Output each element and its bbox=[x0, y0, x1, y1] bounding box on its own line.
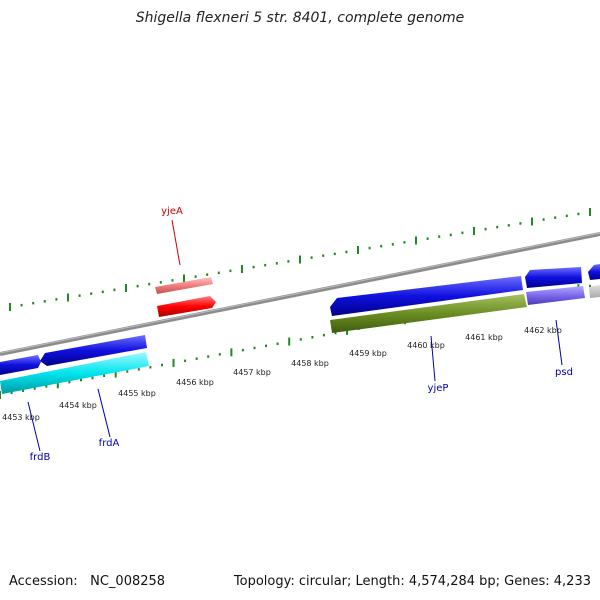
ruler-label: 4459 kbp bbox=[349, 349, 387, 358]
gene-right-edge-blue[interactable] bbox=[588, 264, 600, 280]
gene-label-frdA[interactable]: frdA bbox=[99, 438, 120, 449]
ruler-label: 4454 kbp bbox=[59, 401, 97, 410]
gene-frdA-cyan[interactable] bbox=[0, 352, 149, 394]
callout-psd bbox=[555, 319, 563, 366]
gene-frdB-arrow[interactable] bbox=[0, 355, 41, 375]
accession-label: Accession: bbox=[9, 574, 78, 589]
genome-backbone bbox=[0, 232, 600, 356]
upper-tick-track bbox=[9, 208, 591, 311]
genome-backbone-highlight bbox=[0, 232, 600, 354]
ruler-label: 4458 kbp bbox=[291, 359, 329, 368]
ruler-label: 4460 kbp bbox=[407, 341, 445, 350]
topology-info: Topology: circular; Length: 4,574,284 bp… bbox=[233, 574, 591, 589]
ruler-label: 4457 kbp bbox=[233, 368, 271, 377]
callout-yjeA bbox=[171, 219, 181, 266]
ruler-label: 4461 kbp bbox=[465, 333, 503, 342]
gene-yjeA-arrow[interactable] bbox=[157, 296, 216, 317]
genome-title: Shigella flexneri 5 str. 8401, complete … bbox=[135, 10, 465, 26]
ruler-label: 4456 kbp bbox=[176, 378, 214, 387]
gene-right-edge-grey[interactable] bbox=[589, 285, 600, 298]
ruler-label: 4453 kbp bbox=[2, 413, 40, 422]
gene-yjeP-olive[interactable] bbox=[330, 294, 527, 333]
gene-psd-purple[interactable] bbox=[526, 286, 585, 305]
accession-value: NC_008258 bbox=[90, 574, 166, 589]
gene-psd-blue-arrow[interactable] bbox=[525, 267, 582, 288]
gene-frdA-upper-arrow[interactable] bbox=[40, 335, 147, 366]
gene-yjeA-pink-segment[interactable] bbox=[155, 277, 213, 294]
callout-frdB bbox=[27, 401, 41, 452]
gene-label-yjeA[interactable]: yjeA bbox=[161, 206, 183, 217]
accession-info: Accession: NC_008258 bbox=[9, 574, 165, 589]
ruler-label: 4455 kbp bbox=[118, 389, 156, 398]
gene-label-psd[interactable]: psd bbox=[555, 367, 573, 378]
gene-yjeP-blue-arrow[interactable] bbox=[330, 276, 523, 316]
callout-frdA bbox=[97, 388, 111, 438]
callout-yjeP bbox=[430, 335, 436, 382]
gene-label-yjeP[interactable]: yjeP bbox=[428, 383, 449, 394]
ruler-label: 4462 kbp bbox=[524, 326, 562, 335]
gene-label-frdB[interactable]: frdB bbox=[30, 452, 51, 463]
